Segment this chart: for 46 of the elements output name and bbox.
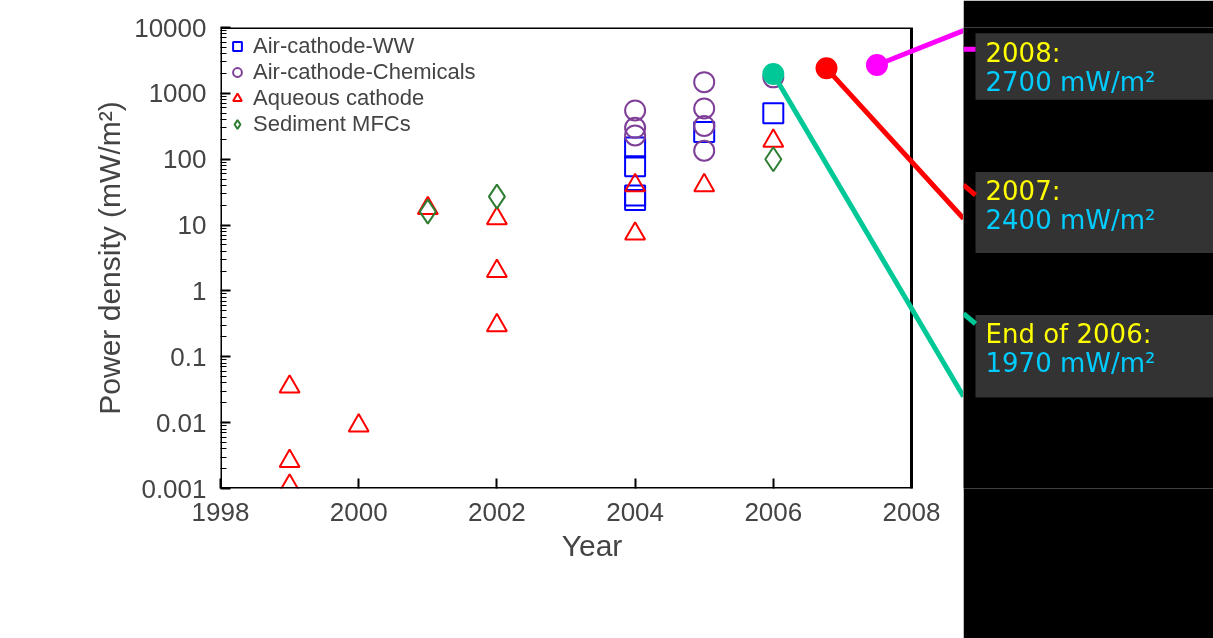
annotation: 2007: 2400 mW/m²: [985, 176, 1156, 236]
point: [624, 124, 647, 147]
point: [485, 258, 508, 278]
x-tick-label: 2006: [744, 496, 803, 527]
point: [693, 71, 716, 94]
y-tick-label: 10000: [134, 12, 207, 43]
point: [485, 312, 508, 333]
x-tick-label: 2008: [882, 496, 941, 527]
annotation: End of 2006: 1970 mW/m²: [985, 319, 1156, 379]
x-tick-label: 2002: [467, 496, 526, 527]
y-tick-label: 0.1: [170, 341, 207, 372]
x-tick-label: 2000: [329, 496, 388, 527]
point: [487, 183, 506, 210]
legend-label: Air-cathode-WW: [253, 33, 415, 59]
point: [624, 116, 647, 139]
legend-label: Air-cathode-Chemicals: [253, 59, 476, 85]
y-tick-label: 1: [192, 275, 207, 306]
y-axis-title: Power density (mW/m²): [93, 101, 127, 415]
point: [418, 198, 437, 225]
point: [278, 448, 301, 468]
point: [624, 99, 647, 122]
legend-label: Sediment MFCs: [253, 111, 411, 137]
y-tick-label: 0.01: [155, 407, 207, 438]
point: [762, 102, 785, 125]
point: [693, 97, 716, 120]
point: [693, 139, 716, 162]
y-tick-label: 10: [177, 210, 207, 241]
point: [624, 184, 647, 207]
y-tick-label: 0.001: [141, 473, 207, 504]
x-tick-label: 2004: [606, 496, 665, 527]
y-tick-label: 100: [163, 144, 207, 175]
point: [347, 413, 370, 433]
point: [278, 374, 301, 394]
point: [624, 221, 647, 241]
annotation: 2008: 2700 mW/m²: [985, 37, 1156, 97]
point: [624, 189, 647, 212]
point: [764, 146, 783, 173]
point: [485, 205, 508, 226]
x-axis-title: Year: [561, 528, 623, 562]
point: [624, 136, 647, 159]
point: [416, 195, 439, 216]
point: [693, 114, 716, 137]
point: [624, 155, 647, 178]
legend-label: Aqueous cathode: [253, 85, 425, 111]
y-tick-label: 1000: [148, 78, 207, 109]
point: [693, 120, 716, 143]
